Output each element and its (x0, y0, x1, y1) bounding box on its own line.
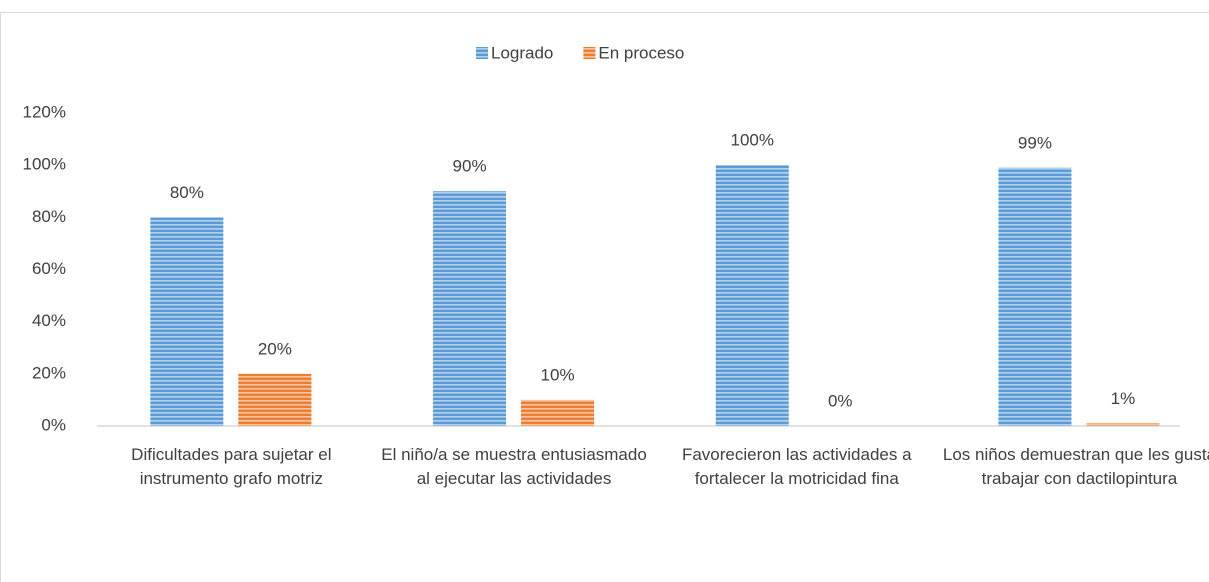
data-label: 20% (258, 339, 292, 358)
legend-swatch (583, 47, 596, 59)
bar (238, 373, 312, 426)
bar (715, 165, 789, 426)
legend-swatch (476, 47, 488, 59)
x-tick-label: Dificultades para sujetar el instrumento… (131, 445, 332, 488)
data-label: 99% (1018, 133, 1052, 152)
data-label: 10% (541, 365, 575, 384)
y-tick-label: 80% (32, 207, 66, 226)
data-label: 80% (170, 183, 204, 202)
chart-border (0, 12, 1209, 582)
data-label: 1% (1111, 389, 1136, 408)
legend-label: En proceso (598, 43, 684, 62)
y-tick-label: 120% (23, 102, 66, 121)
data-label: 100% (731, 131, 774, 150)
data-label: 0% (828, 391, 853, 410)
bar (433, 191, 507, 426)
y-tick-label: 0% (41, 415, 66, 434)
y-tick-label: 100% (23, 155, 66, 174)
y-tick-label: 20% (32, 363, 66, 382)
legend-label: Logrado (491, 43, 553, 62)
data-label: 90% (453, 157, 487, 176)
bar (521, 399, 595, 426)
y-tick-label: 60% (32, 259, 66, 278)
bar (150, 217, 224, 426)
x-tick-label: El niño/a se muestra entusiasmado al eje… (381, 445, 647, 488)
x-tick-label: Favorecieron las actividades a fortalece… (681, 445, 912, 488)
bar (998, 167, 1072, 426)
bar (1086, 423, 1160, 426)
x-tick-label: Los niños demuestran que les gusta traba… (942, 445, 1209, 488)
y-tick-label: 40% (32, 311, 66, 330)
